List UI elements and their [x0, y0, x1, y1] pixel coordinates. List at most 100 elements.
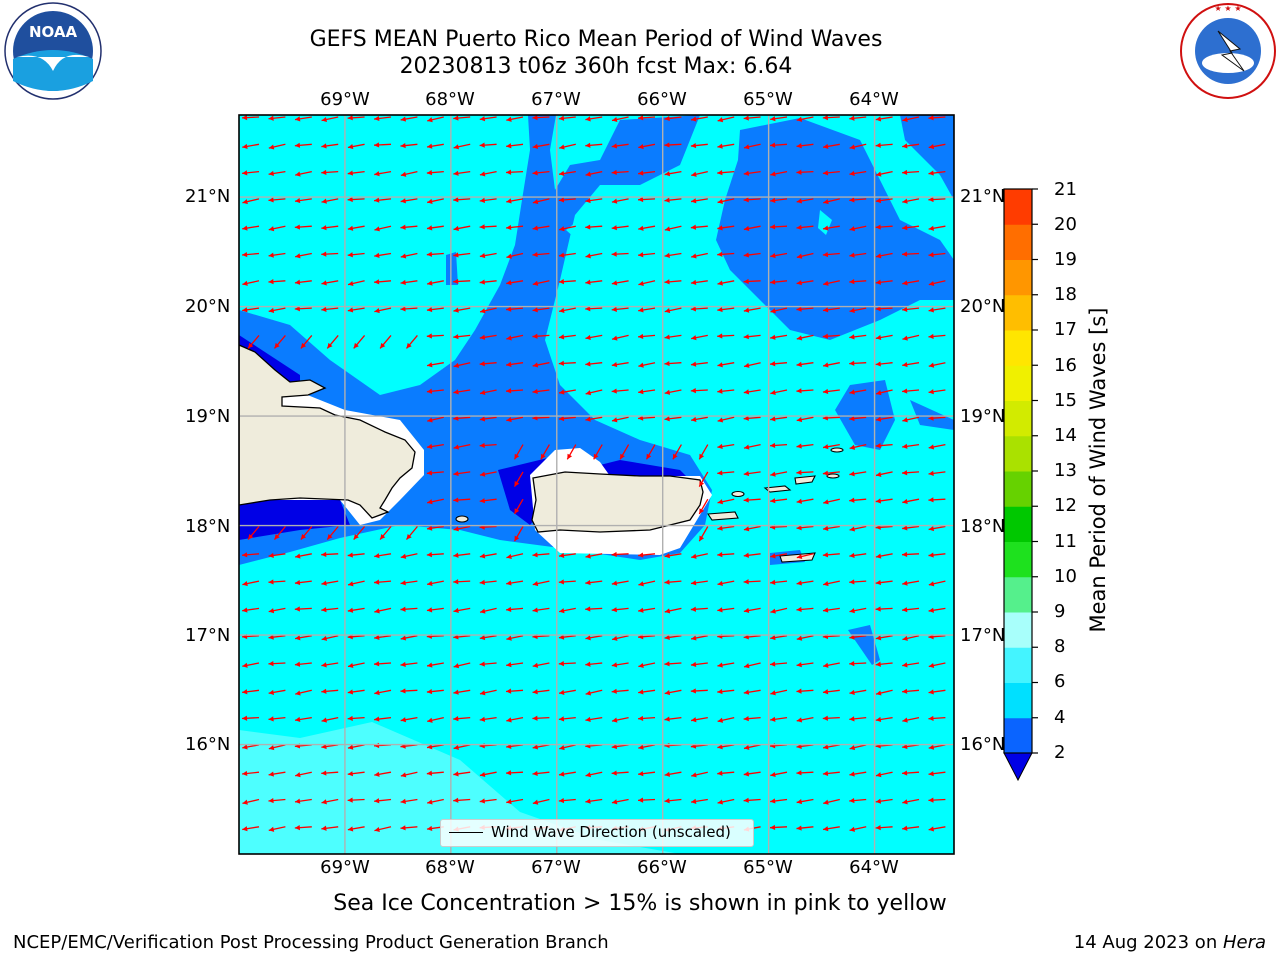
- wind-arrow-head: [611, 116, 618, 123]
- wind-arrow-head: [347, 252, 353, 258]
- wind-arrow-head: [823, 826, 829, 832]
- period-field-6-8: [239, 722, 680, 854]
- wind-arrow-head: [796, 498, 803, 504]
- wind-arrow-head: [374, 690, 380, 696]
- wind-arrow-head: [426, 688, 433, 695]
- wind-arrow-head: [902, 280, 908, 286]
- wind-arrow-head: [875, 498, 882, 504]
- wind-arrow-head: [743, 252, 750, 258]
- lon-label-top: 66°W: [637, 89, 687, 110]
- wind-arrow-head: [849, 579, 855, 585]
- wind-arrow-head: [453, 689, 459, 695]
- wind-arrow-head: [638, 689, 644, 695]
- wind-arrow-head: [374, 798, 380, 804]
- wind-arrow-head: [506, 361, 512, 367]
- wind-arrow-head: [532, 362, 539, 368]
- wind-arrow-head: [743, 552, 750, 558]
- wind-arrow-head: [822, 251, 829, 258]
- wind-arrow-head: [823, 499, 829, 505]
- wind-arrow-head: [479, 690, 486, 696]
- wind-arrow-head: [479, 498, 486, 504]
- wind-arrow-head: [699, 508, 705, 514]
- wind-arrow-head: [875, 416, 882, 422]
- lat-label-right: 18°N: [960, 516, 1006, 537]
- wind-arrow-head: [585, 579, 591, 586]
- wind-arrow-head: [664, 279, 670, 285]
- lon-label-bottom: 64°W: [849, 857, 899, 878]
- wind-arrow-head: [453, 797, 459, 803]
- wind-arrow-head: [347, 170, 354, 176]
- wind-arrow-head: [717, 306, 723, 313]
- wind-arrow-head: [585, 690, 592, 696]
- wind-arrow-head: [691, 198, 697, 204]
- colorbar-title: Mean Period of Wind Waves [s]: [1086, 307, 1110, 633]
- wind-arrow-head: [849, 689, 855, 695]
- wind-arrow-head: [770, 442, 776, 449]
- wind-arrow-head: [347, 689, 354, 695]
- wind-arrow-head: [796, 224, 802, 231]
- wind-arrow-head: [426, 552, 433, 558]
- wind-arrow-head: [506, 335, 512, 341]
- wind-arrow-head: [532, 280, 539, 286]
- wind-arrow-head: [717, 770, 723, 776]
- wind-arrow-head: [453, 607, 459, 614]
- wind-arrow-head: [585, 361, 591, 367]
- wind-arrow-head: [426, 770, 433, 776]
- period-field-4-6-pockets: [566, 210, 832, 250]
- wind-arrow-head: [875, 279, 882, 285]
- wind-arrow-head: [400, 825, 406, 831]
- wind-arrow-head: [690, 580, 697, 586]
- wind-arrow-head: [374, 279, 380, 285]
- colorbar-tick-label: 19: [1054, 249, 1077, 270]
- wind-arrow-head: [514, 535, 520, 542]
- wind-arrow-head: [480, 608, 486, 614]
- wind-arrow-head: [242, 307, 248, 313]
- wind-arrow-head: [585, 224, 591, 230]
- wind-arrow-head: [796, 116, 803, 122]
- wind-arrow-head: [400, 171, 407, 177]
- wind-arrow-head: [743, 389, 750, 395]
- colorbar-tick-label: 21: [1054, 179, 1077, 200]
- wind-arrow-head: [796, 469, 802, 476]
- wind-arrow-head: [770, 553, 776, 559]
- wind-arrow-head: [691, 635, 697, 641]
- wind-arrow-head: [849, 661, 855, 667]
- footer-host: Hera: [1222, 932, 1266, 953]
- wind-arrow-head: [849, 826, 856, 832]
- wind-arrow-head: [770, 608, 776, 614]
- wind-arrow-head: [400, 661, 406, 668]
- wind-arrow-head: [717, 117, 724, 123]
- lat-label-right: 17°N: [960, 625, 1006, 646]
- wind-arrow-head: [770, 798, 776, 804]
- wind-arrow-head: [902, 799, 908, 805]
- wind-arrow-head: [426, 388, 433, 394]
- wind-arrow-head: [348, 280, 354, 287]
- wind-arrow-head: [928, 196, 934, 203]
- wind-arrow-head: [479, 116, 486, 122]
- wind-arrow-head: [699, 480, 705, 487]
- wind-arrow-head: [268, 279, 274, 285]
- wind-arrow-head: [928, 526, 935, 532]
- colorbar: [1003, 188, 1038, 782]
- wind-arrow-head: [479, 716, 486, 722]
- wind-arrow-head: [743, 797, 749, 803]
- wind-arrow-head: [593, 453, 599, 460]
- wind-arrow-head: [479, 442, 485, 449]
- wind-arrow-head: [321, 825, 327, 831]
- wind-arrow-head: [321, 551, 327, 558]
- wind-arrow-head: [558, 252, 565, 258]
- wind-arrow-head: [902, 335, 908, 341]
- colorbar-segment: [1004, 717, 1032, 754]
- wind-arrow-head: [374, 771, 380, 777]
- wind-arrow-head: [743, 334, 749, 340]
- wind-arrow-head: [902, 580, 908, 586]
- wind-arrow-head: [928, 389, 934, 395]
- lat-label-left: 17°N: [185, 625, 231, 646]
- wind-arrow-head: [928, 715, 934, 722]
- wind-arrow-head: [664, 579, 670, 585]
- wind-arrow-head: [638, 415, 644, 421]
- wind-arrow-head: [532, 689, 538, 695]
- wind-arrow-head: [353, 342, 359, 349]
- wind-arrow-head: [717, 580, 723, 586]
- wind-arrow-head: [849, 279, 855, 285]
